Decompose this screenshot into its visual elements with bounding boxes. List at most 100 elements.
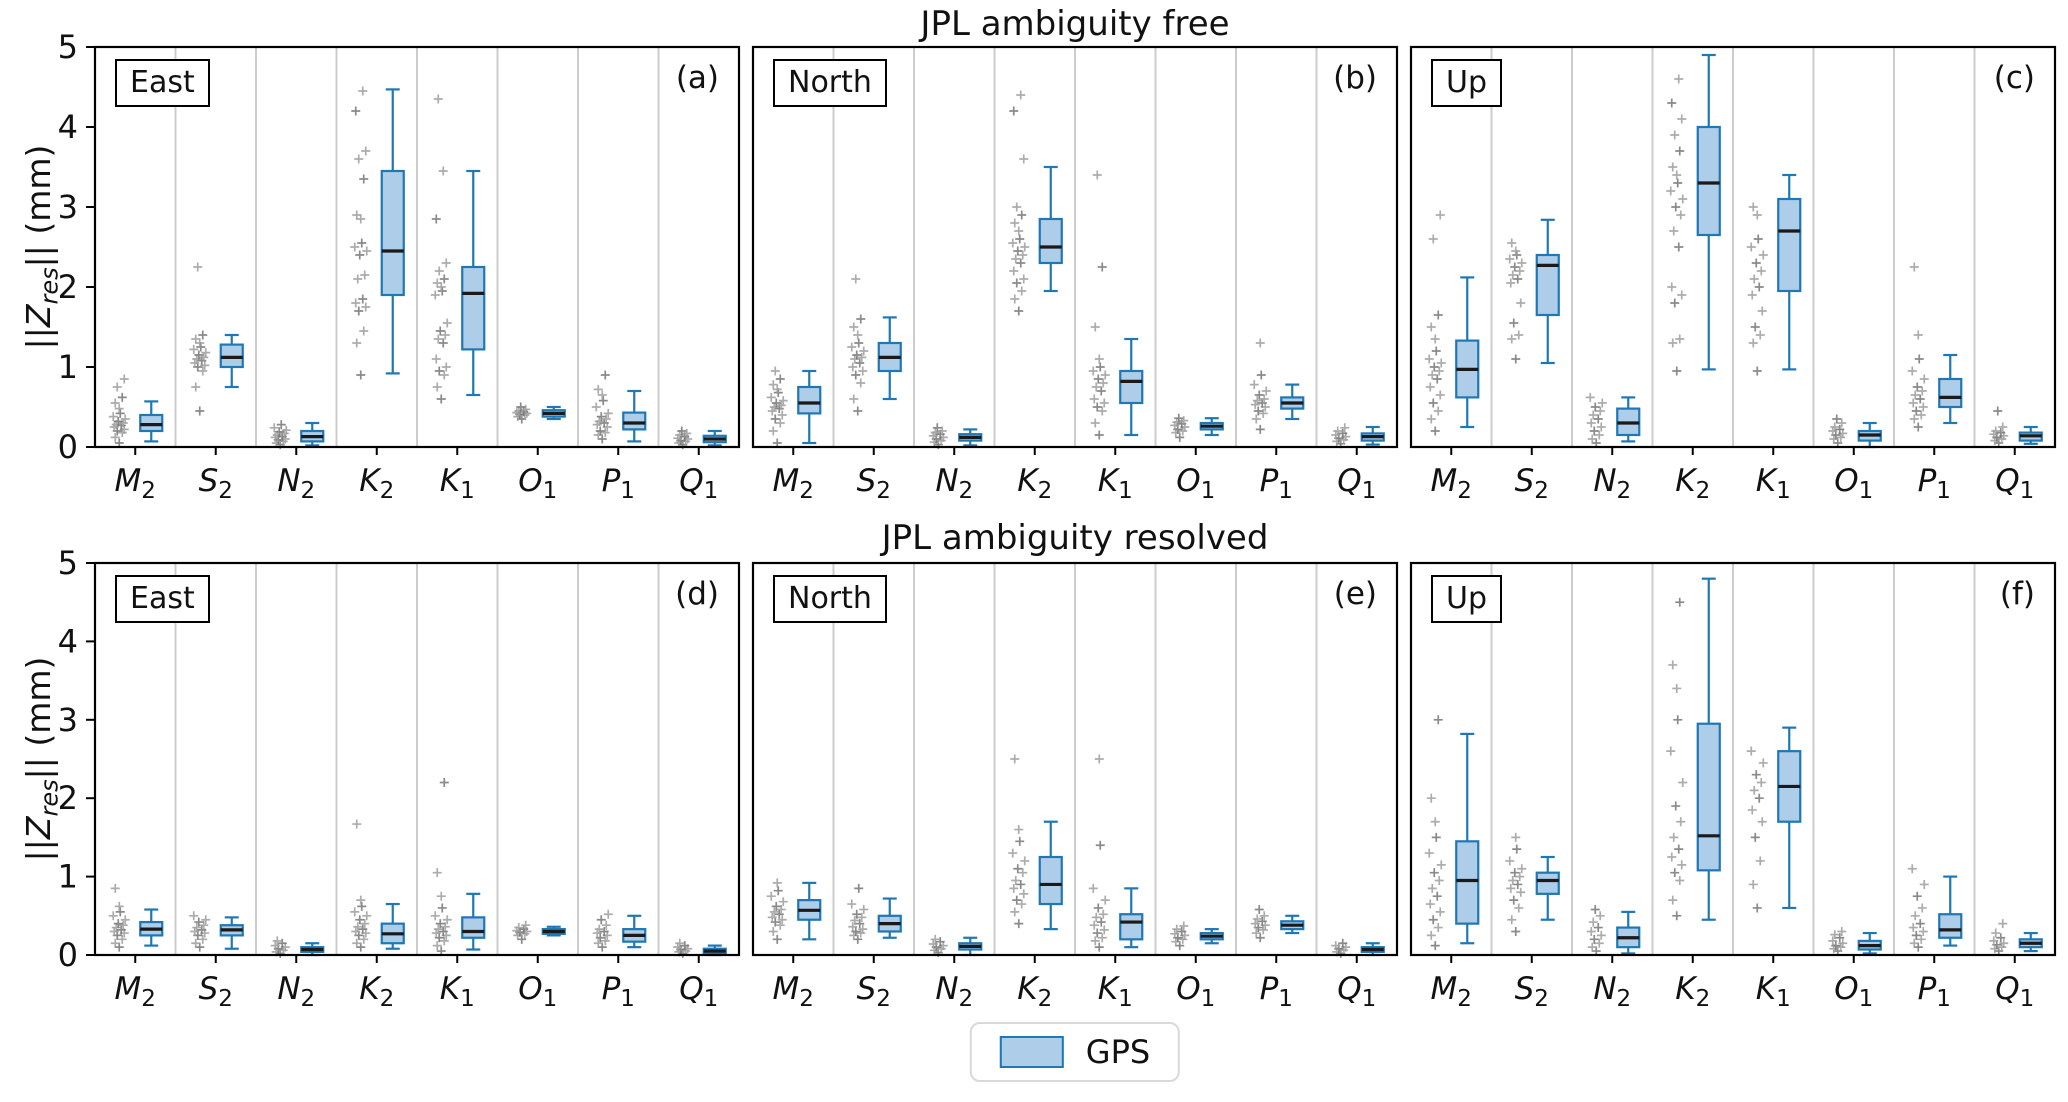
- scatter-K1: [1088, 754, 1110, 952]
- boxplot-M2: [1455, 732, 1480, 945]
- y-tick-label-0: 0: [58, 936, 78, 974]
- boxplot-M2: [797, 369, 822, 445]
- x-tick-label-Q1: Q1: [679, 463, 718, 504]
- x-tick-label-N2: N2: [1593, 463, 1631, 504]
- x-tick-label-K1: K1: [440, 971, 475, 1012]
- scatter-O1: [1170, 921, 1190, 951]
- boxplot-N2: [958, 428, 983, 447]
- boxplot-K2: [1696, 577, 1721, 921]
- x-tick-label-Q1: Q1: [1995, 971, 2034, 1012]
- boxplot-K2: [1696, 53, 1721, 371]
- boxplot-K1: [461, 169, 486, 397]
- boxplot-O1: [541, 925, 566, 937]
- boxplot-P1: [1280, 914, 1305, 935]
- panel-c: M2 S2 N2 K2 K1 O1 P1 Q1: [1409, 45, 2057, 504]
- x-tick-label-S2: S2: [857, 971, 891, 1012]
- row-title-ambiguity-resolved: JPL ambiguity resolved: [881, 518, 1269, 558]
- boxplot-S2: [877, 316, 902, 401]
- scatter-P1: [592, 909, 613, 952]
- panel-tag-north-resolved: North: [773, 575, 887, 623]
- y-tick-label-4: 4: [58, 108, 78, 146]
- scatter-N2: [1586, 905, 1606, 956]
- x-tick-label-P1: P1: [1918, 971, 1951, 1012]
- x-tick-label-N2: N2: [1593, 971, 1631, 1012]
- x-tick-label-K2: K2: [1675, 971, 1710, 1012]
- y-tick-label-5: 5: [58, 28, 78, 66]
- x-tick-label-M2: M2: [773, 463, 814, 504]
- panel-b: M2 S2 N2 K2 K1 O1 P1 Q1: [751, 45, 1399, 504]
- boxplot-N2: [300, 421, 325, 447]
- x-tick-label-M2: M2: [115, 463, 156, 504]
- boxplot-K1: [461, 892, 486, 951]
- scatter-S2: [1505, 238, 1527, 364]
- scatter-S2: [1505, 832, 1527, 936]
- scatter-M2: [1424, 715, 1446, 951]
- scatter-O1: [512, 920, 532, 944]
- scatter-K1: [430, 94, 452, 404]
- scatter-Q1: [1331, 938, 1351, 958]
- scatter-P1: [591, 370, 613, 444]
- boxplot-Q1: [1360, 425, 1385, 446]
- x-tick-label-N2: N2: [935, 971, 973, 1012]
- panel-tag-east-resolved: East: [115, 575, 210, 623]
- x-tick-label-S2: S2: [1515, 463, 1549, 504]
- x-tick-label-P1: P1: [602, 463, 635, 504]
- boxplot-K1: [1119, 887, 1144, 949]
- x-tick-label-K1: K1: [1098, 463, 1133, 504]
- x-tick-label-K2: K2: [1675, 463, 1710, 504]
- corner-label-b: (b): [1333, 60, 1377, 96]
- x-tick-label-S2: S2: [857, 463, 891, 504]
- x-tick-label-K2: K2: [1017, 971, 1052, 1012]
- boxplot-M2: [139, 908, 164, 947]
- scatter-O1: [1170, 413, 1190, 442]
- scatter-M2: [1424, 210, 1446, 436]
- boxplot-K1: [1119, 337, 1144, 437]
- boxplot-O1: [1199, 928, 1224, 945]
- boxplot-M2: [139, 400, 164, 443]
- scatter-S2: [847, 883, 869, 944]
- scatter-K2: [1666, 74, 1688, 376]
- x-tick-label-Q1: Q1: [1995, 463, 2034, 504]
- scatter-P1: [1907, 864, 1929, 952]
- boxplot-N2: [1616, 396, 1641, 443]
- boxplot-S2: [1535, 855, 1560, 921]
- boxplot-S2: [877, 897, 902, 939]
- x-tick-label-M2: M2: [115, 971, 156, 1012]
- scatter-K2: [350, 86, 372, 380]
- x-tick-label-M2: M2: [773, 971, 814, 1012]
- boxplot-O1: [1857, 931, 1882, 955]
- panel-d: M2 S2 N2 K2 K1 O1 P1 Q1 0 1 2 3 4 5: [58, 544, 741, 1012]
- scatter-P1: [1907, 262, 1929, 432]
- x-tick-label-S2: S2: [199, 463, 233, 504]
- panel-tag-east-free: East: [115, 59, 210, 107]
- x-tick-label-K2: K2: [1017, 463, 1052, 504]
- boxplot-K1: [1777, 173, 1802, 371]
- boxplot-Q1: [2018, 425, 2043, 445]
- scatter-M2: [766, 366, 788, 448]
- boxplot-Q1: [702, 944, 727, 957]
- scatter-K1: [1746, 746, 1768, 913]
- scatter-K2: [1008, 90, 1030, 316]
- scatter-Q1: [673, 426, 693, 450]
- corner-label-e: (e): [1333, 576, 1377, 612]
- scatter-K2: [350, 819, 372, 952]
- scatter-K1: [1088, 170, 1110, 440]
- x-tick-label-O1: O1: [518, 971, 557, 1012]
- y-tick-label-3: 3: [58, 188, 78, 226]
- scatter-N2: [928, 934, 948, 958]
- legend-gps-label: GPS: [1085, 1033, 1151, 1071]
- scatter-K2: [1008, 754, 1030, 929]
- scatter-K1: [1746, 202, 1768, 376]
- scatter-M2: [108, 374, 130, 448]
- scatter-K1: [430, 778, 452, 956]
- boxplot-K1: [1777, 726, 1802, 910]
- scatter-Q1: [1989, 406, 2009, 448]
- scatter-P1: [1249, 338, 1271, 434]
- x-tick-label-P1: P1: [1260, 971, 1293, 1012]
- scatter-N2: [269, 420, 291, 450]
- boxplot-K2: [380, 88, 405, 375]
- corner-label-d: (d): [675, 576, 719, 612]
- x-tick-label-O1: O1: [518, 463, 557, 504]
